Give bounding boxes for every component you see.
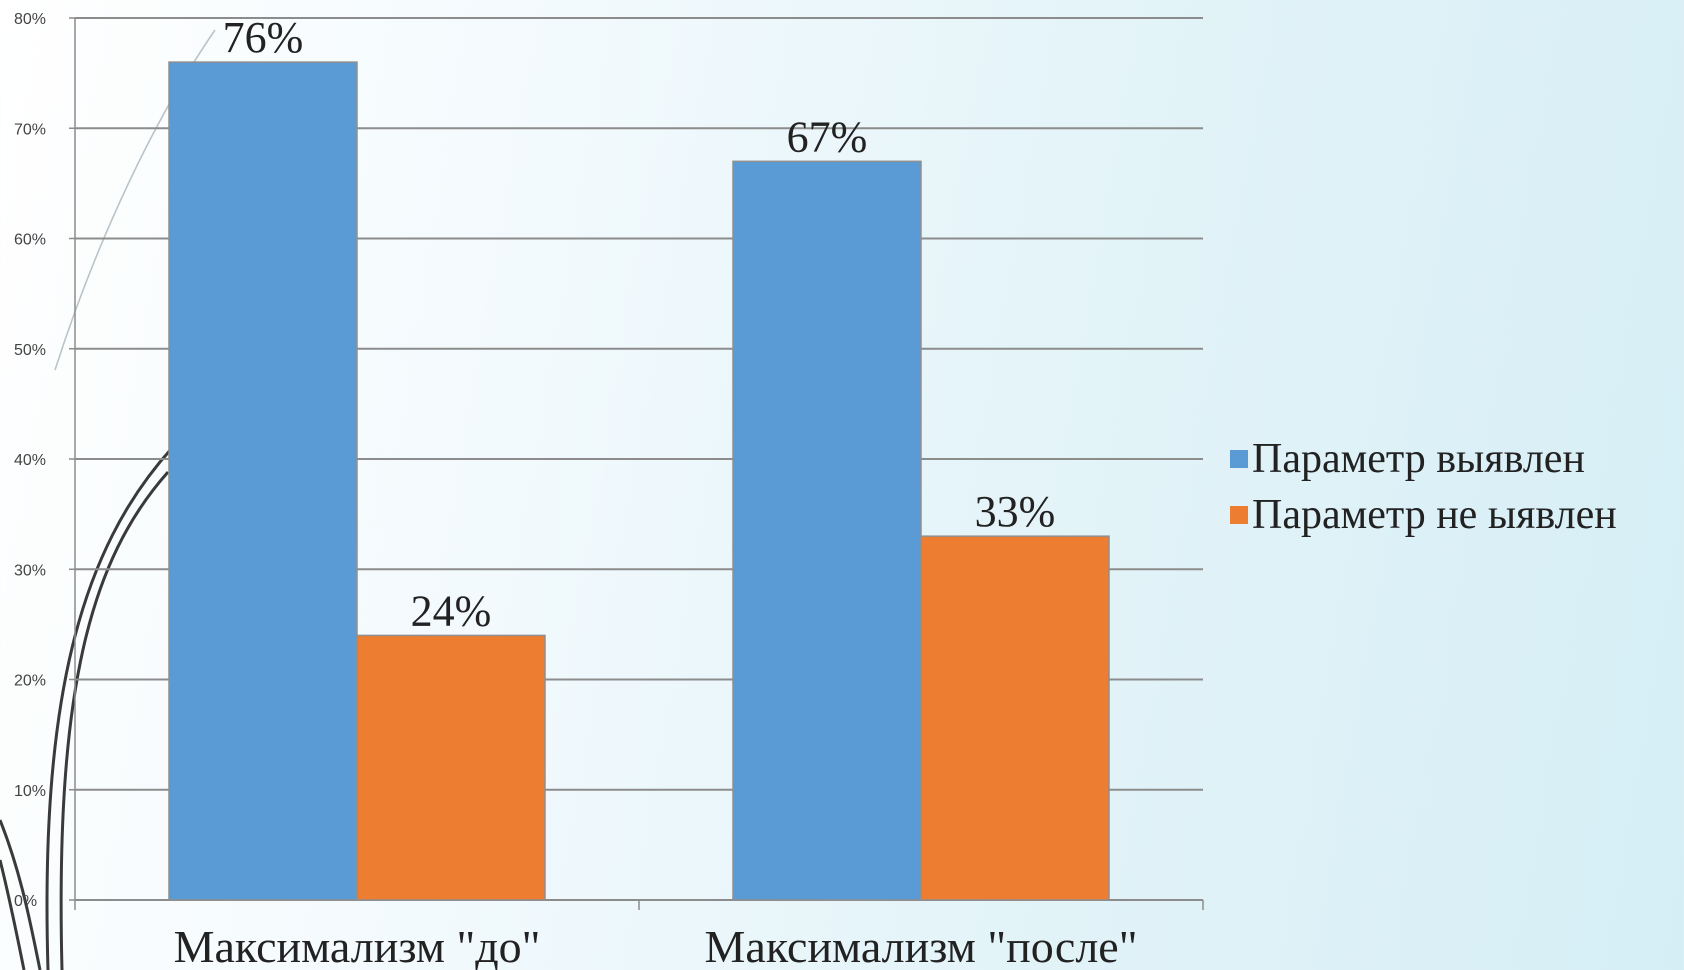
bar-detected [732,160,922,901]
data-label: 67% [787,112,868,161]
y-tick-label: 40% [14,452,46,469]
data-label: 24% [411,586,492,635]
y-tick-label: 80% [14,11,46,28]
bar-not-detected [356,634,546,901]
bar-not-detected [920,535,1110,901]
y-tick-label: 10% [14,783,46,800]
legend-swatch [1230,506,1248,524]
category-label: Максимализм "до" [174,921,541,970]
data-labels: 76% 24% 67% 33% [223,13,1056,635]
y-tick-label: 60% [14,232,46,249]
legend: Параметр выявлен Параметр не ыявлен [1230,436,1617,538]
category-labels: Максимализм "до" Максимализм "после" [174,921,1138,970]
category-label: Максимализм "после" [705,921,1138,970]
legend-label: Параметр не ыявлен [1252,492,1617,538]
y-tick-label: 70% [14,121,46,138]
data-label: 33% [975,487,1056,536]
y-tick-label: 50% [14,342,46,359]
bars [168,61,1110,901]
data-label: 76% [223,13,304,62]
bar-detected [168,61,358,901]
legend-label: Параметр выявлен [1252,436,1585,482]
y-tick-label: 0% [14,893,37,910]
y-tick-label: 20% [14,673,46,690]
legend-swatch [1230,450,1248,468]
y-tick-label: 30% [14,562,46,579]
